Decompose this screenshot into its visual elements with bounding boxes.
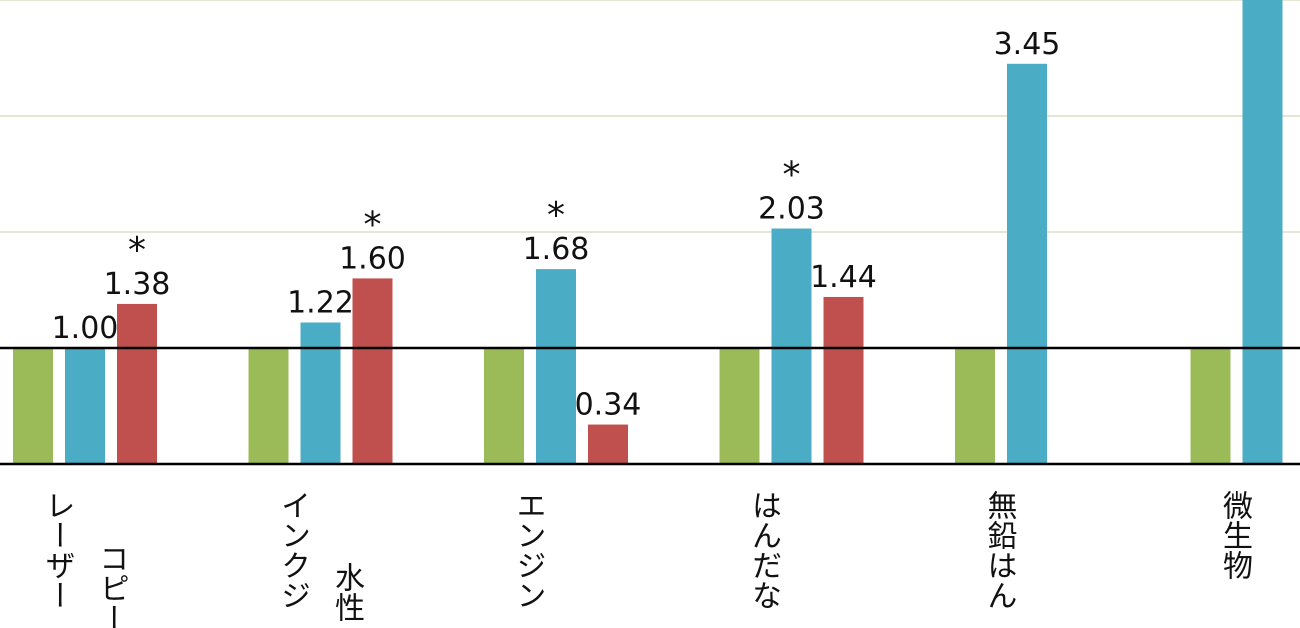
bar xyxy=(771,228,812,464)
value-label: 1.68 xyxy=(523,232,590,267)
significance-marker: * xyxy=(547,195,565,236)
category-label: 無鉛はん xyxy=(982,490,1018,610)
grid xyxy=(0,0,1300,465)
bar xyxy=(588,424,628,464)
category-label: 微生物 xyxy=(1217,490,1253,580)
bar xyxy=(248,348,289,464)
bars xyxy=(13,0,1283,465)
category-label: インクジ xyxy=(275,490,310,610)
bar xyxy=(117,303,157,464)
bar xyxy=(719,348,760,464)
value-label: 1.44 xyxy=(810,260,877,295)
bar xyxy=(352,278,393,464)
bar xyxy=(300,322,341,464)
value-label: 3.45 xyxy=(994,27,1061,62)
significance-marker: * xyxy=(364,204,382,245)
value-label: 1.60 xyxy=(339,241,406,276)
category-label: レーザー xyxy=(40,490,75,610)
significance-marker: * xyxy=(128,230,146,271)
bar xyxy=(1007,63,1047,465)
bar xyxy=(955,348,995,464)
category-label: コピー xyxy=(94,543,129,628)
bar xyxy=(1190,348,1231,464)
bar xyxy=(65,348,105,464)
value-label: 1.00 xyxy=(52,311,119,346)
value-label: 2.03 xyxy=(758,192,825,227)
bar xyxy=(1242,0,1283,465)
value-label: 0.34 xyxy=(575,388,642,423)
category-label: エンジン xyxy=(511,490,546,610)
bar xyxy=(823,296,864,464)
category-label: 水性 xyxy=(329,562,365,622)
bar xyxy=(484,348,524,464)
bar xyxy=(13,348,53,464)
category-label: はんだな xyxy=(746,490,781,610)
labels: 1.00 1.22 1.68 2.03 3.45 1.38 1.60 0.34 1.44 * * * *… xyxy=(0,27,1300,628)
value-label: 1.22 xyxy=(287,285,354,320)
value-label: 1.38 xyxy=(104,267,171,302)
bar xyxy=(536,269,576,464)
significance-marker: * xyxy=(783,155,801,196)
